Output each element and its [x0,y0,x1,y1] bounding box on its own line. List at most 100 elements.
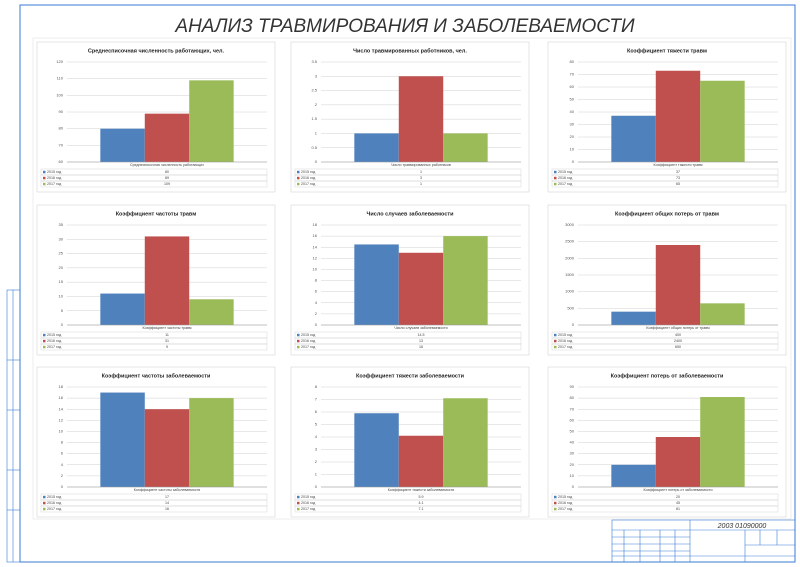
category-label: Число травмированных работников [391,163,451,167]
y-tick-label: 5 [61,308,64,313]
y-tick-label: 4 [315,434,318,439]
chart-title: Число травмированных работников, чел. [353,47,467,54]
category-label: Коэффициент частоты заболеваемости [134,488,200,492]
side-stamp [6,289,21,563]
table-row [551,343,779,351]
legend-label: 2017 год [47,345,62,349]
y-tick-label: 1 [315,130,318,135]
y-tick-label: 8 [61,440,64,445]
table-value: 5.9 [419,495,424,499]
legend-swatch [297,495,300,499]
legend-swatch [43,170,46,174]
table-value: 2400 [674,339,682,343]
table-value: 1 [420,170,422,174]
y-tick-label: 25 [59,251,64,256]
legend-swatch [297,176,300,180]
bar [443,398,488,487]
table-value: 17 [165,495,169,499]
y-tick-label: 80 [570,395,575,400]
y-tick-label: 10 [59,293,64,298]
legend-label: 2017 год [301,345,316,349]
y-tick-label: 70 [59,142,64,147]
legend-label: 2015 год [301,170,316,174]
bar [354,413,399,487]
chart-title: Коэффициент тяжести травм [627,47,707,54]
legend-swatch [43,182,46,186]
legend-swatch [297,170,300,174]
table-value: 73 [676,176,680,180]
legend-label: 2017 год [558,345,573,349]
y-tick-label: 70 [570,72,575,77]
legend-swatch [297,507,300,511]
y-tick-label: 3000 [565,222,575,227]
sheet-frame [19,4,796,563]
bar [655,245,701,325]
bar [443,133,488,162]
y-tick-label: 0 [572,484,575,489]
y-tick-label: 7 [315,397,318,402]
legend-label: 2017 год [558,182,573,186]
category-label: Коэффициент общих потерь от травм [646,326,710,330]
y-tick-label: 20 [59,265,64,270]
y-tick-label: 20 [570,134,575,139]
legend-swatch [297,182,300,186]
bar [189,80,234,162]
y-tick-label: 12 [313,255,318,260]
bar [100,293,145,325]
y-tick-label: 14 [59,406,64,411]
y-tick-label: 10 [570,473,575,478]
legend-label: 2017 год [47,182,62,186]
legend-label: 2016 год [301,176,316,180]
chart-title: Коэффициент потерь от заболеваемости [611,372,724,379]
y-tick-label: 2500 [565,239,575,244]
y-tick-label: 2.5 [311,88,317,93]
y-tick-label: 1500 [565,272,575,277]
table-value: 80 [165,170,169,174]
y-tick-label: 1.5 [311,116,317,121]
legend-label: 2015 год [558,495,573,499]
table-value: 31 [165,339,169,343]
legend-swatch [43,501,46,505]
bar [100,128,145,162]
y-tick-label: 2 [315,311,318,316]
table-row [294,343,522,351]
bar [611,464,656,487]
bar [100,392,145,487]
y-tick-label: 40 [570,440,575,445]
legend-label: 2015 год [301,333,316,337]
bar [655,437,701,487]
y-tick-label: 90 [570,384,575,389]
table-row [40,343,268,351]
y-tick-label: 4 [315,300,318,305]
bar [144,409,190,487]
legend-label: 2016 год [558,339,573,343]
table-value: 45 [676,501,680,505]
y-tick-label: 15 [59,279,64,284]
y-tick-label: 2 [315,102,318,107]
chart-title: Среднесписочная численность работающих, … [88,47,225,54]
chart-title: Коэффициент частоты травм [116,210,197,217]
y-tick-label: 3 [315,73,318,78]
table-row [40,180,268,188]
bar [611,311,656,325]
legend-label: 2015 год [558,333,573,337]
table-row [294,180,522,188]
bar [144,113,190,162]
chart-title: Коэффициент тяжести заболеваемости [356,372,464,379]
legend-label: 2016 год [558,501,573,505]
table-value: 81 [676,507,680,511]
bar [398,76,444,162]
y-tick-label: 0 [572,159,575,164]
y-tick-label: 3 [315,447,318,452]
table-value: 89 [165,176,169,180]
y-tick-label: 0 [315,159,318,164]
sheet-title: АНАЛИЗ ТРАВМИРОВАНИЯ И ЗАБОЛЕВАЕМОСТИ [174,16,635,37]
legend-swatch [554,495,557,499]
bar [354,244,399,325]
bar [700,80,745,162]
table-value: 9 [166,345,168,349]
y-tick-label: 3.5 [311,59,317,64]
y-tick-label: 12 [59,417,64,422]
chart-title: Коэффициент частоты заболеваемости [102,372,211,379]
bar [189,398,234,487]
